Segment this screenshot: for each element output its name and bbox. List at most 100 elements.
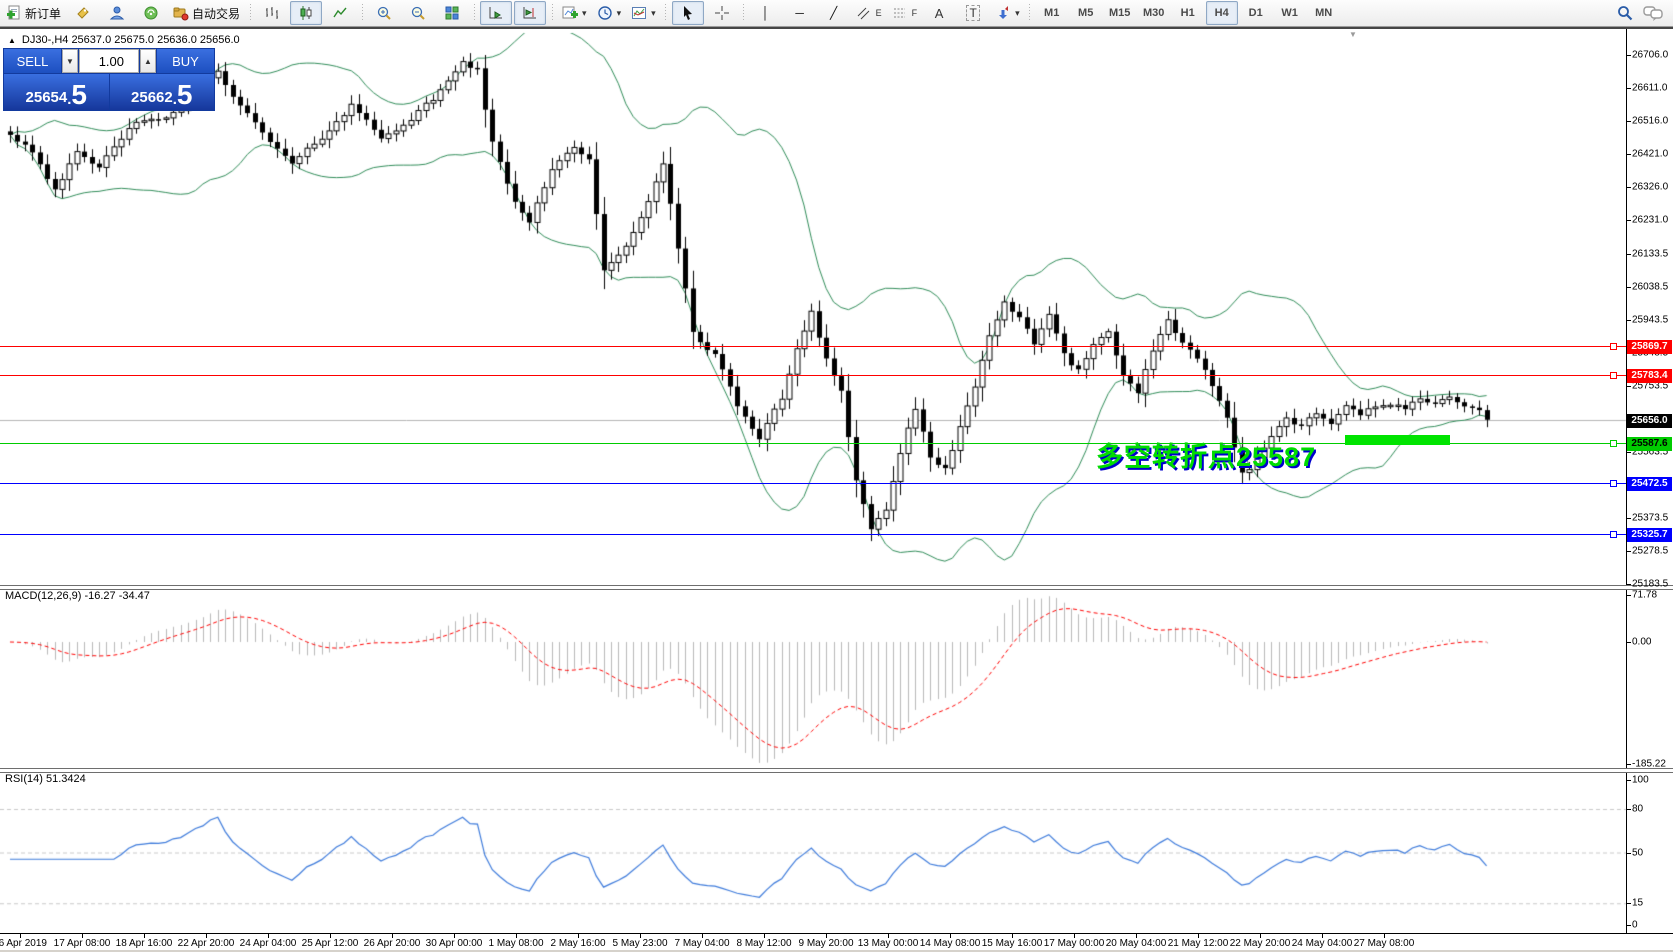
clock-icon [597, 6, 612, 20]
horizontal-line-button[interactable]: ─ [784, 1, 816, 25]
auto-scroll-icon [489, 7, 503, 19]
cursor-button[interactable] [671, 1, 704, 25]
buy-price[interactable]: 25662. 5 [109, 74, 214, 110]
tile-windows-button[interactable] [436, 1, 468, 25]
fibonacci-icon [893, 8, 905, 18]
trendline-button[interactable]: ╱ [818, 1, 850, 25]
price-tick-label: 26231.0 [1632, 214, 1669, 226]
price-tick-mark [1626, 153, 1631, 155]
arrows-button[interactable]: ▾ [991, 1, 1024, 25]
timeframe-mn-button[interactable]: MN [1308, 1, 1340, 25]
timeframe-label: M15 [1108, 7, 1131, 19]
templates-button[interactable]: ▾ [627, 1, 660, 25]
price-tick-label: 26706.0 [1632, 49, 1669, 61]
horizontal-level-line[interactable] [0, 534, 1626, 535]
volume-decrease-button[interactable]: ▼ [62, 49, 78, 73]
rsi-tick-label: 0 [1632, 919, 1638, 931]
indicators-button[interactable]: ▾ [558, 1, 591, 25]
rsi-tick-label: 80 [1632, 803, 1644, 815]
time-tick-mark [1136, 933, 1137, 938]
time-tick-label: 21 May 12:00 [1167, 938, 1229, 949]
support-highlight-bar[interactable] [1345, 435, 1450, 445]
timeframe-m5-button[interactable]: M5 [1070, 1, 1102, 25]
new-order-label: 新订单 [25, 6, 62, 21]
fibonacci-button[interactable]: F [888, 1, 922, 25]
price-tick-label: 25278.5 [1632, 545, 1669, 557]
price-tag-icon [77, 7, 89, 19]
timeframe-w1-button[interactable]: W1 [1274, 1, 1306, 25]
market-watch-button[interactable] [67, 1, 99, 25]
timeframe-m1-button[interactable]: M1 [1036, 1, 1068, 25]
chat-icon[interactable] [1643, 5, 1663, 21]
auto-scroll-button[interactable] [480, 1, 513, 25]
vertical-line-icon: │ [761, 6, 770, 20]
autotrading-button[interactable]: 自动交易 [169, 1, 244, 25]
time-tick-label: 30 Apr 00:00 [425, 938, 483, 949]
text-button[interactable]: A [923, 1, 955, 25]
timeframe-toolbar: M1 M5 M15 M30 H1 H4 D1 W1 MN [1036, 1, 1340, 25]
chart-shift-button[interactable] [514, 1, 547, 25]
pane-separator[interactable] [0, 585, 1673, 590]
time-tick-mark [20, 933, 21, 938]
periods-button[interactable]: ▾ [593, 1, 626, 25]
line-chart-button[interactable] [324, 1, 356, 25]
zoom-out-button[interactable] [402, 1, 434, 25]
timeframe-m30-button[interactable]: M30 [1138, 1, 1170, 25]
horizontal-level-line[interactable] [0, 346, 1626, 347]
price-tick-label: 25373.5 [1632, 512, 1669, 524]
timeframe-label: M1 [1044, 7, 1060, 19]
candlestick-chart-button[interactable] [290, 1, 323, 25]
search-icon[interactable] [1617, 5, 1633, 21]
sell-price[interactable]: 25654. 5 [4, 74, 109, 110]
macd-label: MACD(12,26,9) -16.27 -34.47 [5, 590, 150, 602]
equidistant-channel-button[interactable]: E [852, 1, 886, 25]
timeframe-h1-button[interactable]: H1 [1172, 1, 1204, 25]
panel-collapse-arrow[interactable]: ▲ [8, 35, 16, 45]
price-tick-label: 26133.5 [1632, 248, 1669, 260]
rsi-tick-label: 50 [1632, 847, 1644, 859]
zoom-in-button[interactable] [368, 1, 400, 25]
line-handle[interactable] [1610, 531, 1617, 538]
price-tick-label: 26326.0 [1632, 181, 1669, 193]
zoom-in-icon [377, 6, 391, 20]
volume-increase-button[interactable]: ▲ [140, 49, 156, 73]
rsi-tick-mark [1626, 853, 1631, 854]
candlestick-icon [300, 6, 312, 20]
vertical-line-button[interactable]: │ [750, 1, 782, 25]
price-tick-mark [1626, 219, 1631, 221]
time-tick-label: 24 Apr 04:00 [239, 938, 297, 949]
line-handle[interactable] [1610, 440, 1617, 447]
navigator-button[interactable] [101, 1, 133, 25]
line-handle[interactable] [1610, 343, 1617, 350]
time-tick-label: 17 May 00:00 [1043, 938, 1105, 949]
toolbar-grip [472, 4, 477, 22]
volume-input[interactable]: 1.00 [79, 49, 139, 73]
timeframe-h4-button[interactable]: H4 [1205, 1, 1238, 25]
signals-button[interactable] [135, 1, 167, 25]
text-label-button[interactable]: T [957, 1, 989, 25]
window-bottom-edge [0, 950, 1673, 952]
time-tick-label: 8 May 12:00 [736, 938, 792, 949]
rsi-tick-label: 15 [1632, 897, 1644, 909]
bar-chart-button[interactable] [256, 1, 288, 25]
horizontal-level-line[interactable] [0, 483, 1626, 484]
chart-shift-marker[interactable]: ▼ [1349, 30, 1357, 39]
horizontal-level-line[interactable] [0, 375, 1626, 376]
crosshair-button[interactable] [706, 1, 738, 25]
line-handle[interactable] [1610, 372, 1617, 379]
pane-separator[interactable] [0, 768, 1673, 773]
buy-button[interactable]: BUY [157, 49, 214, 73]
timeframe-m15-button[interactable]: M15 [1104, 1, 1136, 25]
signal-orb-icon [144, 6, 158, 20]
sell-button[interactable]: SELL [4, 49, 61, 73]
horizontal-level-line[interactable] [0, 443, 1626, 444]
current-price-badge: 25656.0 [1627, 413, 1672, 428]
new-order-button[interactable]: 新订单 [2, 1, 65, 25]
annotation-text[interactable]: 多空转折点25587 [1096, 442, 1317, 472]
line-handle[interactable] [1610, 480, 1617, 487]
timeframe-d1-button[interactable]: D1 [1240, 1, 1272, 25]
symbol-ohlc-line: ▲ DJ30-,H4 25637.0 25675.0 25636.0 25656… [8, 34, 240, 46]
time-tick-label: 25 Apr 12:00 [301, 938, 359, 949]
